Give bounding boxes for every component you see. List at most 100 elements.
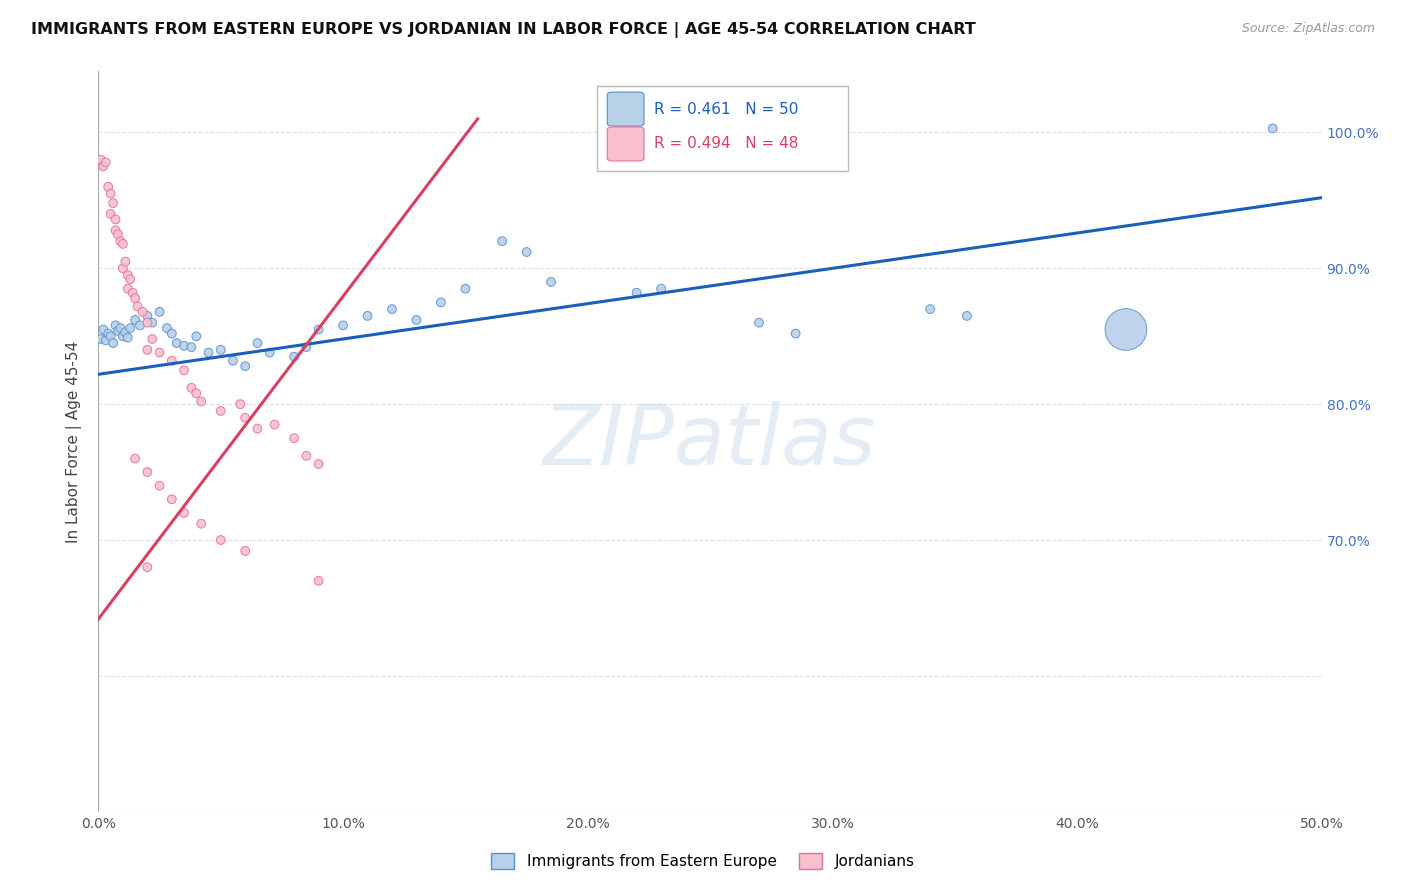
Point: [104, 318, 127, 333]
Text: IMMIGRANTS FROM EASTERN EUROPE VS JORDANIAN IN LABOR FORCE | AGE 45-54 CORRELATI: IMMIGRANTS FROM EASTERN EUROPE VS JORDAN…: [31, 22, 976, 38]
Point: [173, 339, 195, 353]
Point: [259, 345, 281, 359]
Point: [956, 309, 979, 323]
Point: [117, 282, 139, 296]
Point: [114, 325, 136, 339]
FancyBboxPatch shape: [607, 92, 644, 126]
Point: [229, 397, 252, 411]
Point: [90, 332, 112, 346]
Point: [166, 336, 188, 351]
Point: [209, 533, 232, 547]
Y-axis label: In Labor Force | Age 45-54: In Labor Force | Age 45-54: [66, 341, 83, 542]
Point: [160, 353, 183, 368]
Text: ZIPatlas: ZIPatlas: [543, 401, 877, 482]
Point: [785, 326, 807, 341]
Point: [156, 321, 179, 335]
Point: [131, 305, 153, 319]
Point: [107, 227, 129, 242]
Point: [127, 299, 149, 313]
Point: [160, 492, 183, 507]
Point: [104, 212, 127, 227]
Point: [111, 329, 134, 343]
Point: [117, 330, 139, 344]
Point: [209, 343, 232, 357]
Point: [186, 329, 208, 343]
Point: [190, 516, 212, 531]
Point: [111, 236, 134, 251]
Point: [180, 381, 202, 395]
Point: [283, 350, 305, 364]
Point: [650, 282, 672, 296]
Point: [160, 326, 183, 341]
Point: [308, 457, 330, 471]
Point: [308, 574, 330, 588]
Point: [101, 196, 124, 211]
Point: [120, 272, 142, 286]
Point: [186, 386, 208, 401]
Point: [136, 309, 159, 323]
Point: [136, 343, 159, 357]
Point: [246, 422, 269, 436]
Point: [173, 506, 195, 520]
Point: [332, 318, 354, 333]
Point: [381, 302, 404, 317]
Point: [141, 316, 163, 330]
Point: [149, 305, 172, 319]
Point: [114, 254, 136, 268]
Point: [124, 451, 146, 466]
Point: [233, 410, 256, 425]
Point: [1115, 322, 1137, 336]
Point: [121, 285, 143, 300]
Point: [97, 179, 120, 194]
Point: [141, 332, 163, 346]
Text: R = 0.494   N = 48: R = 0.494 N = 48: [654, 136, 799, 152]
Point: [233, 544, 256, 558]
Point: [129, 318, 152, 333]
Point: [136, 465, 159, 479]
Point: [283, 431, 305, 445]
Point: [94, 334, 117, 348]
FancyBboxPatch shape: [598, 87, 848, 171]
Point: [107, 324, 129, 338]
Point: [100, 329, 122, 343]
Point: [90, 153, 112, 167]
Point: [110, 321, 132, 335]
Point: [430, 295, 453, 310]
Point: [222, 353, 245, 368]
Point: [209, 404, 232, 418]
Point: [197, 345, 219, 359]
Point: [491, 234, 513, 248]
Point: [136, 560, 159, 574]
Point: [101, 336, 124, 351]
Point: [100, 186, 122, 201]
Point: [100, 207, 122, 221]
Text: Source: ZipAtlas.com: Source: ZipAtlas.com: [1241, 22, 1375, 36]
Point: [454, 282, 477, 296]
Point: [295, 340, 318, 354]
Point: [97, 326, 120, 341]
Point: [149, 345, 172, 359]
Legend: Immigrants from Eastern Europe, Jordanians: Immigrants from Eastern Europe, Jordania…: [485, 847, 921, 875]
Point: [405, 313, 427, 327]
Point: [136, 316, 159, 330]
Point: [263, 417, 285, 432]
Point: [149, 478, 172, 492]
Point: [540, 275, 562, 289]
Point: [120, 321, 142, 335]
Point: [626, 285, 648, 300]
Point: [91, 160, 114, 174]
Point: [1261, 121, 1284, 136]
Point: [110, 234, 132, 248]
Point: [94, 155, 117, 169]
Point: [233, 359, 256, 373]
Point: [190, 394, 212, 409]
Point: [104, 223, 127, 237]
Text: R = 0.461   N = 50: R = 0.461 N = 50: [654, 102, 799, 117]
Point: [111, 261, 134, 276]
Point: [124, 291, 146, 305]
Point: [308, 322, 330, 336]
Point: [295, 449, 318, 463]
Point: [91, 322, 114, 336]
Point: [124, 313, 146, 327]
Point: [117, 268, 139, 282]
